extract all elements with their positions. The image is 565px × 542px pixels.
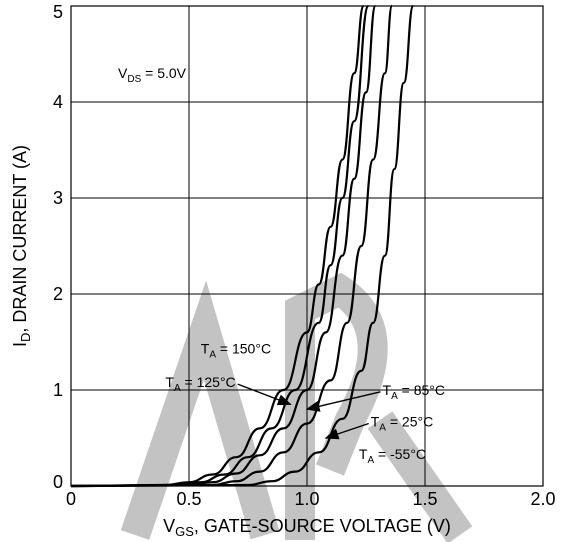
y-tick-label: 3 — [53, 188, 63, 208]
annotation-arrow — [324, 422, 369, 440]
series-line-4 — [70, 4, 415, 488]
y-tick-label: 1 — [53, 380, 63, 400]
annotation-label: TA = 150°C — [201, 341, 271, 361]
x-tick-label: 2.0 — [530, 489, 555, 509]
y-tick-label: 2 — [53, 284, 63, 304]
x-axis-label: VGS, GATE-SOURCE VOLTAGE (V) — [163, 516, 451, 539]
y-tick-label: 4 — [53, 92, 63, 112]
annotation-label: TA = 125°C — [165, 374, 235, 394]
watermark-graphic — [120, 272, 473, 542]
series-line-2 — [70, 4, 377, 488]
series-line-0 — [70, 4, 365, 488]
annotation-arrow — [237, 383, 292, 406]
condition-label: VDS = 5.0V — [118, 65, 187, 85]
series-line-1 — [70, 4, 370, 488]
annotation-label: TA = 85°C — [383, 382, 445, 402]
series-curves — [70, 4, 415, 488]
x-tick-label: 1.5 — [412, 489, 437, 509]
annotations: TA = 150°C TA = 125°C TA = 85°C TA = 25°C TA… — [165, 341, 445, 467]
x-tick-labels: 0 0.5 1.0 1.5 2.0 — [66, 489, 556, 509]
annotation-label: TA = 25°C — [371, 413, 433, 433]
y-axis-label: ID, DRAIN CURRENT (A) — [10, 145, 33, 347]
x-tick-label: 0 — [66, 489, 76, 509]
annotation-arrow — [305, 391, 381, 412]
series-line-3 — [70, 4, 394, 488]
annotation-label: TA = -55°C — [359, 446, 426, 466]
y-tick-labels: 0 1 2 3 4 5 — [53, 2, 63, 492]
grid — [71, 6, 543, 486]
y-tick-label: 5 — [53, 2, 63, 22]
x-tick-label: 0.5 — [176, 489, 201, 509]
y-tick-label: 0 — [53, 472, 63, 492]
x-tick-label: 1.0 — [294, 489, 319, 509]
plot-frame — [70, 5, 544, 487]
